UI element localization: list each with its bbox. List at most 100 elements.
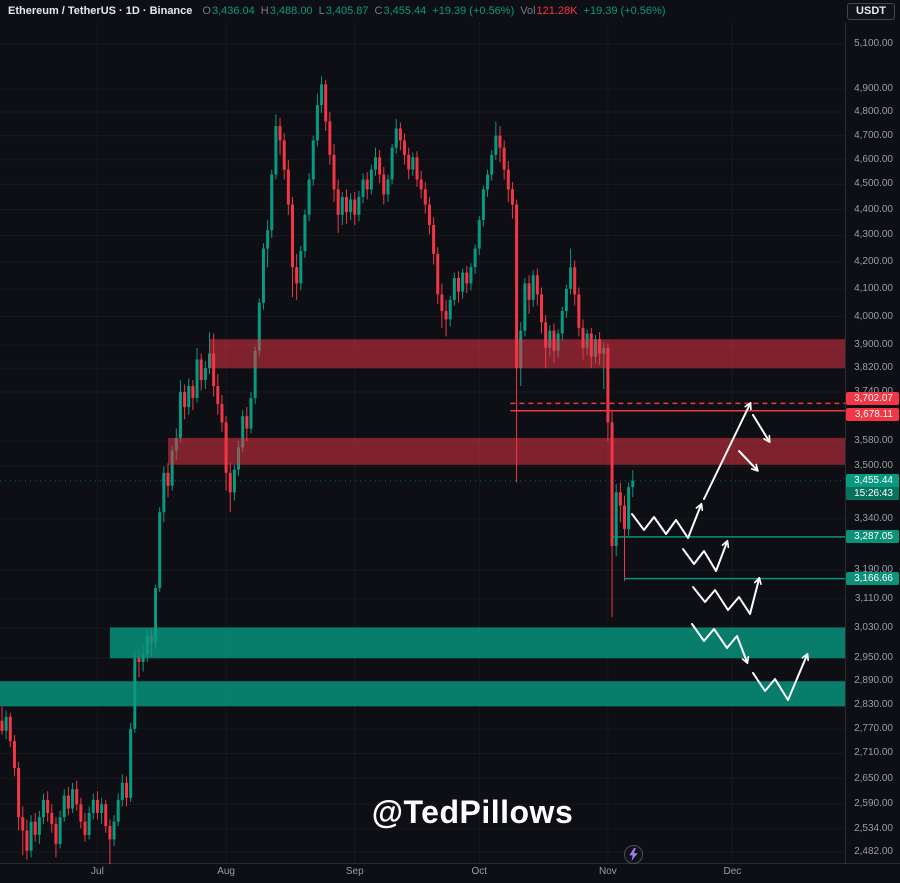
price-axis[interactable]: 5,100.00 4,900.00 4,800.00 4,700.00 4,600.00… [845,0,900,863]
candle-body [320,84,324,106]
candle-body [278,126,282,141]
candle-body [340,196,344,215]
price-label: 2,590.00 [854,798,893,810]
price-label: 4,700.00 [854,129,893,141]
symbol-title[interactable]: Ethereum / TetherUS · 1D · Binance [8,5,193,17]
currency-toggle-button[interactable]: USDT [847,2,895,20]
candle-body [610,422,614,547]
candle-body [336,189,340,215]
candle-body [212,353,216,386]
demand-zone-3030[interactable] [109,627,845,659]
demand-zone-2860[interactable] [0,681,845,707]
candle-body [544,322,548,348]
candle-body [166,472,170,486]
candle-body [315,105,319,141]
candle-body [220,404,224,423]
candle-body [473,248,477,268]
projection-bottom-bounce[interactable] [752,652,809,701]
projection-zigzag-3[interactable] [692,576,762,615]
projection-rejection-1[interactable] [752,414,771,443]
projection-zigzag-2[interactable] [682,539,730,572]
candle-body [540,294,543,323]
projection-breakdown[interactable] [691,623,750,665]
candle-body [191,385,195,398]
projection-rally-to-resistance[interactable] [703,401,752,500]
projection-zigzag-1[interactable] [631,502,704,539]
current-price-label: 3,455.44 15:26:43 [846,473,899,500]
price-label: 5,100.00 [854,38,893,49]
candle-body [394,128,398,148]
price-label: 2,770.00 [854,722,893,734]
candle-body [29,821,33,851]
candle-body [436,253,440,295]
high-value: 3,488.00 [269,5,313,17]
candle-body [291,204,294,268]
candle-body [631,480,635,488]
candle-body [465,272,469,284]
candle-body [75,789,79,805]
candle-body [241,416,245,448]
volume-change-value: +19.39 (+0.56%) [583,5,666,17]
candle-body [125,782,128,798]
price-label: 3,500.00 [854,460,893,472]
candle-body [178,391,182,438]
candle-body [295,267,299,284]
candle-body [83,821,87,835]
candle-body [245,416,249,429]
supply-zone-3900[interactable] [209,339,846,369]
candle-body [187,385,191,408]
projection-rejection-2[interactable] [738,450,759,472]
price-label: 3,030.00 [854,622,893,634]
candle-body [328,121,332,155]
candle-body [253,350,257,398]
candle-body [618,492,622,506]
candle-body [560,310,564,334]
candle-body [311,140,315,180]
price-label: 4,900.00 [854,82,893,94]
candle-body [494,135,498,155]
price-label: 2,710.00 [854,747,893,759]
candle-body [502,147,506,170]
price-label: 3,740.00 [845,386,900,398]
candle-body [324,84,328,122]
candle-body [282,140,286,170]
candle-body [344,196,348,213]
candle-body [21,817,25,831]
candle-body [71,789,75,809]
candle-body [390,147,394,180]
candle-body [486,174,490,190]
candle-body [419,179,423,190]
candle-body [307,179,311,215]
lightning-bolt-icon [629,848,638,861]
boost-icon[interactable] [624,845,643,864]
candle-body [104,804,108,827]
price-label: 4,000.00 [854,310,893,322]
supply-zone-3580[interactable] [168,437,845,465]
ohlc-legend: O 3,436.04 H 3,488.00 L 3,405.87 C 3,455.44 … [202,5,665,17]
candle-body [627,487,631,530]
time-axis[interactable]: Jul Aug Sep Oct Nov Dec [0,863,845,883]
candle-body [257,302,261,351]
candle-body [427,204,431,226]
low-value: 3,405.87 [325,5,369,17]
candle-body [444,310,448,320]
candle-body [332,154,336,190]
candle-body [54,823,58,844]
drawing-arrows-layer [631,401,809,701]
candle-body [158,512,162,589]
candle-body [374,157,377,170]
candle-body [515,204,519,369]
candle-body [216,385,220,405]
close-value: 3,455.44 [383,5,427,17]
change-value: +19.39 (+0.56%) [432,5,515,17]
candle-body [95,799,99,813]
candle-body [581,327,585,348]
candle-body [12,741,16,768]
candle-body [569,267,573,289]
candle-body [440,294,444,311]
candle-body [228,472,232,493]
candle-body [112,821,116,840]
candle-body [199,359,203,381]
